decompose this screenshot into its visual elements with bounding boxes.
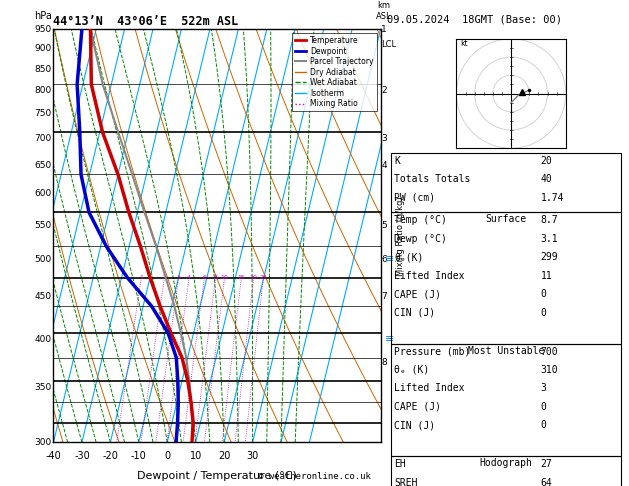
Text: 350: 350 [35,382,52,392]
Text: ≡: ≡ [384,254,394,264]
Text: Temp (°C): Temp (°C) [394,215,447,226]
Text: 7: 7 [381,293,387,301]
Text: 950: 950 [35,25,52,34]
Text: CIN (J): CIN (J) [394,420,435,431]
Text: 700: 700 [540,347,558,357]
Text: 3: 3 [177,275,181,280]
Text: 64: 64 [540,478,552,486]
Text: 550: 550 [35,221,52,229]
Text: 900: 900 [35,44,52,53]
Text: 3.1: 3.1 [540,234,558,244]
Text: 300: 300 [35,438,52,447]
Text: Dewpoint / Temperature (°C): Dewpoint / Temperature (°C) [137,471,297,481]
Text: 2: 2 [162,275,167,280]
Text: 4: 4 [187,275,191,280]
Text: 600: 600 [35,190,52,198]
Text: © weatheronline.co.uk: © weatheronline.co.uk [258,472,371,481]
Text: 20: 20 [218,451,230,461]
Text: 11: 11 [540,271,552,281]
Text: EH: EH [394,459,406,469]
Text: 25: 25 [260,275,267,280]
Text: 0: 0 [540,420,547,431]
Text: SREH: SREH [394,478,418,486]
Text: km
ASL: km ASL [376,1,392,21]
Text: 450: 450 [35,293,52,301]
Text: 8: 8 [214,275,218,280]
Text: 09.05.2024  18GMT (Base: 00): 09.05.2024 18GMT (Base: 00) [387,15,562,25]
Text: 299: 299 [540,252,558,262]
Text: -20: -20 [103,451,118,461]
Text: CAPE (J): CAPE (J) [394,402,442,412]
Text: Most Unstable: Most Unstable [468,346,544,356]
Text: 10: 10 [189,451,202,461]
Text: 400: 400 [35,335,52,344]
Text: 20: 20 [540,156,552,166]
Text: K: K [394,156,400,166]
Text: hPa: hPa [34,11,52,21]
Text: 15: 15 [238,275,245,280]
Text: ≡: ≡ [384,334,394,344]
Text: -10: -10 [131,451,147,461]
Text: Totals Totals: Totals Totals [394,174,470,185]
Legend: Temperature, Dewpoint, Parcel Trajectory, Dry Adiabat, Wet Adiabat, Isotherm, Mi: Temperature, Dewpoint, Parcel Trajectory… [292,33,377,111]
Text: Lifted Index: Lifted Index [394,271,465,281]
Text: Dewp (°C): Dewp (°C) [394,234,447,244]
Text: Mixing Ratio (g/kg): Mixing Ratio (g/kg) [396,196,404,276]
Text: θₑ(K): θₑ(K) [394,252,424,262]
Text: 20: 20 [250,275,258,280]
Text: 10: 10 [221,275,228,280]
Text: θₑ (K): θₑ (K) [394,365,430,375]
Text: 800: 800 [35,86,52,95]
Text: CAPE (J): CAPE (J) [394,289,442,299]
Text: 500: 500 [35,255,52,264]
Text: 310: 310 [540,365,558,375]
Text: 3: 3 [381,134,387,143]
Text: 44°13’N  43°06’E  522m ASL: 44°13’N 43°06’E 522m ASL [53,15,239,28]
Text: 700: 700 [35,134,52,143]
Text: -40: -40 [45,451,62,461]
Text: Surface: Surface [486,214,526,225]
Text: Hodograph: Hodograph [479,458,533,469]
Text: 1: 1 [381,25,387,34]
Text: Pressure (mb): Pressure (mb) [394,347,470,357]
Text: 750: 750 [35,109,52,119]
Text: 2: 2 [381,86,387,95]
Text: 1.74: 1.74 [540,193,564,203]
Text: 1: 1 [140,275,143,280]
Text: 5: 5 [381,221,387,229]
Text: 40: 40 [540,174,552,185]
Text: 650: 650 [35,161,52,170]
Text: 0: 0 [540,402,547,412]
Text: 0: 0 [540,289,547,299]
Text: 8: 8 [381,358,387,367]
Text: PW (cm): PW (cm) [394,193,435,203]
Text: 30: 30 [247,451,259,461]
Text: 8.7: 8.7 [540,215,558,226]
Text: -30: -30 [74,451,90,461]
Text: 4: 4 [381,161,387,170]
Text: LCL: LCL [381,40,396,49]
Text: 0: 0 [164,451,170,461]
Text: kt: kt [460,39,467,48]
Text: 6: 6 [381,255,387,264]
Text: Lifted Index: Lifted Index [394,383,465,394]
Text: CIN (J): CIN (J) [394,308,435,318]
Text: 850: 850 [35,65,52,73]
Text: 3: 3 [540,383,547,394]
Text: 27: 27 [540,459,552,469]
Text: 6: 6 [203,275,206,280]
Text: 0: 0 [540,308,547,318]
